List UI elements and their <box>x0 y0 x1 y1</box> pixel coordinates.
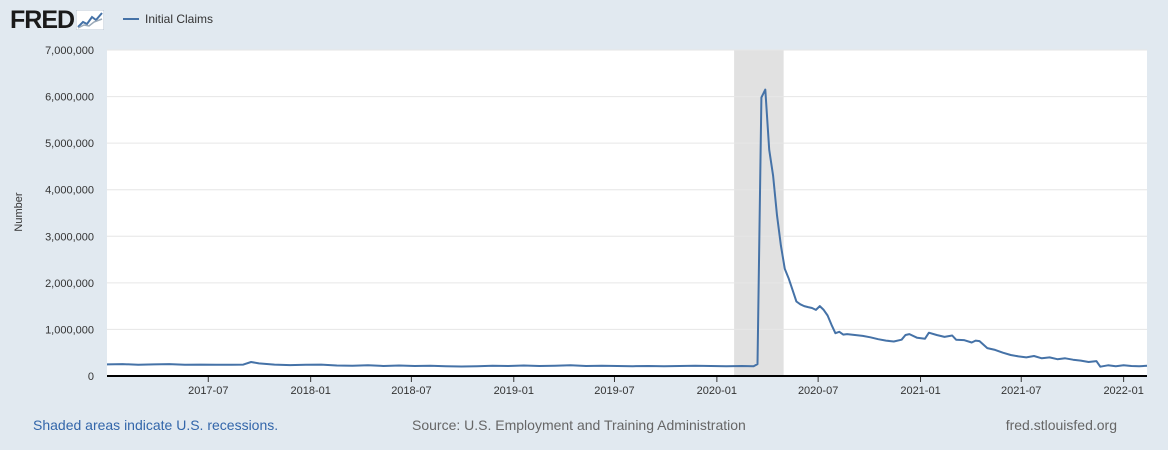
legend-line-swatch <box>123 18 139 20</box>
x-tick-label: 2018-01 <box>290 385 330 397</box>
x-tick-label: 2019-07 <box>594 385 634 397</box>
chart-legend[interactable]: Initial Claims <box>123 12 213 26</box>
x-tick-label: 2021-01 <box>900 385 940 397</box>
y-tick-label: 6,000,000 <box>45 92 94 104</box>
fred-logo-text: FRED <box>10 6 75 34</box>
fred-logo[interactable]: FRED <box>10 6 105 34</box>
site-url[interactable]: fred.stlouisfed.org <box>1005 417 1117 433</box>
plot-area-background <box>107 50 1147 376</box>
y-tick-label: 1,000,000 <box>45 324 94 336</box>
y-tick-label: 5,000,000 <box>45 138 94 150</box>
y-tick-label: 3,000,000 <box>45 231 94 243</box>
x-tick-label: 2018-07 <box>391 385 431 397</box>
chart-footer: Shaded areas indicate U.S. recessions. S… <box>0 417 1168 437</box>
chart-header: FRED Initial Claims <box>0 0 1168 40</box>
initial-claims-chart[interactable]: 0 1,000,000 2,000,000 3,000,000 4,000,000 5,0… <box>0 0 1168 410</box>
legend-label: Initial Claims <box>145 12 214 26</box>
x-tick-label: 2020-07 <box>798 385 838 397</box>
grid-lines <box>107 49 1147 330</box>
x-axis-tick-labels: 2017-07 2018-01 2018-07 2019-01 2019-07 2020-… <box>188 376 1144 397</box>
x-tick-label: 2022-01 <box>1103 385 1143 397</box>
y-tick-label: 7,000,000 <box>45 45 94 57</box>
y-tick-label: 2,000,000 <box>45 278 94 290</box>
fred-logo-chart-icon <box>76 10 105 30</box>
x-tick-label: 2021-07 <box>1001 385 1041 397</box>
recession-note-link[interactable]: Shaded areas indicate U.S. recessions. <box>33 417 279 433</box>
y-tick-label: 4,000,000 <box>45 185 94 197</box>
initial-claims-series-line[interactable] <box>106 88 1148 368</box>
source-note: Source: U.S. Employment and Training Adm… <box>412 417 746 433</box>
x-tick-label: 2019-01 <box>494 385 534 397</box>
y-axis-tick-labels: 0 1,000,000 2,000,000 3,000,000 4,000,000 5,0… <box>45 45 94 383</box>
y-tick-label: 0 <box>88 371 94 383</box>
x-tick-label: 2017-07 <box>188 385 228 397</box>
x-tick-label: 2020-01 <box>697 385 737 397</box>
